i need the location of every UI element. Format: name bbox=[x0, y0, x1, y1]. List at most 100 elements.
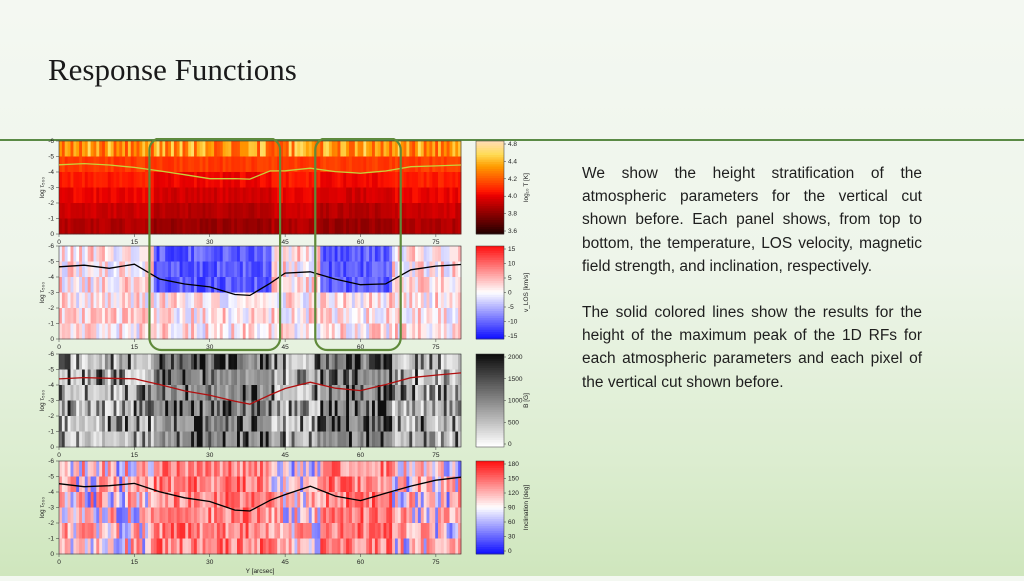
heatmap-cell bbox=[455, 323, 459, 340]
heatmap-cell bbox=[380, 292, 384, 309]
heatmap-cell bbox=[107, 187, 112, 204]
heatmap-cell bbox=[159, 277, 163, 293]
heatmap-cell bbox=[76, 246, 80, 262]
heatmap-cell bbox=[340, 416, 344, 432]
heatmap-cell bbox=[274, 277, 278, 293]
heatmap-cell bbox=[99, 354, 103, 370]
heatmap-cell bbox=[214, 492, 218, 508]
colorbar-label: v_LOS [km/s] bbox=[523, 273, 530, 312]
heatmap-cell bbox=[435, 261, 439, 278]
heatmap-cell bbox=[237, 523, 241, 539]
heatmap-cell bbox=[326, 218, 330, 235]
colorbar-cell bbox=[476, 161, 504, 165]
heatmap-cell bbox=[372, 507, 376, 524]
heatmap-cell bbox=[397, 400, 402, 417]
heatmap-cell bbox=[432, 523, 436, 539]
heatmap-cell bbox=[403, 261, 407, 278]
heatmap-cell bbox=[234, 277, 238, 293]
heatmap-cell bbox=[426, 308, 430, 324]
heatmap-cell bbox=[133, 416, 137, 432]
heatmap-cell bbox=[397, 218, 402, 235]
heatmap-cell bbox=[337, 431, 341, 448]
heatmap-cell bbox=[237, 292, 241, 309]
heatmap-cell bbox=[153, 218, 158, 235]
colorbar-cell bbox=[476, 405, 504, 408]
heatmap-cell bbox=[346, 523, 350, 539]
heatmap-cell bbox=[116, 156, 120, 173]
heatmap-cell bbox=[305, 308, 310, 324]
heatmap-cell bbox=[139, 431, 143, 448]
heatmap-cell bbox=[446, 246, 450, 262]
heatmap-cell bbox=[426, 187, 430, 204]
heatmap-cell bbox=[67, 308, 71, 324]
heatmap-cell bbox=[351, 523, 356, 539]
heatmap-cell bbox=[159, 400, 163, 417]
y-tick-label: 0 bbox=[50, 336, 54, 343]
heatmap-cell bbox=[107, 292, 112, 309]
heatmap-cell bbox=[205, 507, 209, 524]
heatmap-cell bbox=[239, 461, 244, 477]
heatmap-cell bbox=[239, 308, 244, 324]
heatmap-cell bbox=[82, 476, 86, 493]
heatmap-cell bbox=[162, 354, 166, 370]
heatmap-cell bbox=[429, 416, 433, 432]
heatmap-cell bbox=[406, 187, 410, 204]
heatmap-cell bbox=[283, 523, 287, 539]
heatmap-cell bbox=[254, 492, 258, 508]
heatmap-cell bbox=[303, 538, 307, 555]
heatmap-cell bbox=[225, 246, 229, 262]
heatmap-cell bbox=[443, 218, 448, 235]
heatmap-cell bbox=[343, 292, 347, 309]
heatmap-cell bbox=[383, 156, 387, 173]
heatmap-cell bbox=[346, 385, 350, 401]
heatmap-cell bbox=[119, 369, 123, 386]
heatmap-cell bbox=[303, 292, 307, 309]
colorbar-cell bbox=[476, 440, 504, 443]
heatmap-cell bbox=[357, 203, 361, 219]
heatmap-cell bbox=[326, 141, 330, 157]
heatmap-cell bbox=[208, 308, 212, 324]
heatmap-cell bbox=[139, 400, 143, 417]
heatmap-cell bbox=[449, 369, 453, 386]
heatmap-cell bbox=[99, 277, 103, 293]
heatmap-cell bbox=[369, 187, 373, 204]
heatmap-cell bbox=[185, 218, 189, 235]
heatmap-cell bbox=[162, 523, 166, 539]
heatmap-cell bbox=[260, 523, 264, 539]
heatmap-cell bbox=[73, 431, 77, 448]
heatmap-cell bbox=[412, 523, 416, 539]
heatmap-cell bbox=[96, 218, 100, 235]
heatmap-cell bbox=[67, 261, 71, 278]
heatmap-cell bbox=[96, 523, 100, 539]
heatmap-cell bbox=[277, 538, 281, 555]
heatmap-cell bbox=[59, 292, 63, 309]
heatmap-cell bbox=[311, 523, 315, 539]
colorbar-cell bbox=[476, 320, 504, 324]
heatmap-cell bbox=[202, 538, 206, 555]
heatmap-cell bbox=[188, 523, 192, 539]
heatmap-cell bbox=[185, 292, 189, 309]
heatmap-cell bbox=[93, 507, 97, 524]
heatmap-cell bbox=[455, 203, 459, 219]
heatmap-cell bbox=[156, 354, 160, 370]
rf-peak-height-line bbox=[58, 162, 462, 180]
heatmap-cell bbox=[357, 308, 361, 324]
heatmap-cell bbox=[314, 523, 318, 539]
heatmap-cell bbox=[372, 461, 376, 477]
heatmap-cell bbox=[420, 492, 425, 508]
heatmap-cell bbox=[211, 400, 215, 417]
heatmap-cell bbox=[374, 400, 379, 417]
heatmap-cell bbox=[308, 369, 313, 386]
heatmap-cell bbox=[291, 246, 295, 262]
heatmap-cell bbox=[171, 187, 175, 204]
heatmap-cell bbox=[386, 141, 390, 157]
heatmap-cell bbox=[231, 141, 235, 157]
heatmap-cell bbox=[245, 369, 249, 386]
heatmap-cell bbox=[110, 369, 114, 386]
heatmap-cell bbox=[400, 277, 404, 293]
heatmap-cell bbox=[139, 507, 143, 524]
heatmap-cell bbox=[76, 292, 80, 309]
heatmap-cell bbox=[400, 416, 404, 432]
heatmap-cell bbox=[202, 292, 206, 309]
y-tick-label: -5 bbox=[48, 367, 54, 374]
